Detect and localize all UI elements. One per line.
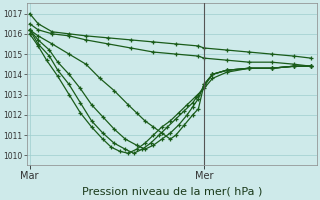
X-axis label: Pression niveau de la mer( hPa ): Pression niveau de la mer( hPa ) xyxy=(82,187,262,197)
